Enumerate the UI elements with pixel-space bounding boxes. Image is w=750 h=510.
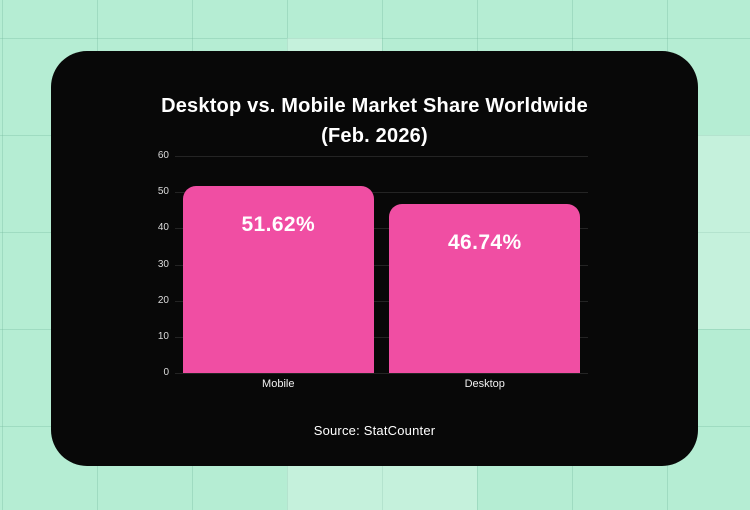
y-gridline bbox=[175, 156, 588, 157]
y-gridline bbox=[175, 373, 588, 374]
y-gridline bbox=[175, 228, 588, 230]
y-tick-label: 50 bbox=[157, 186, 169, 198]
y-gridline bbox=[175, 264, 588, 266]
bar-value-label: 46.74% bbox=[447, 230, 522, 254]
bar-chart: 0 10 20 30 40 50 60 51.62% Mobile 46.74% Desktop bbox=[51, 51, 698, 466]
y-tick-label: 0 bbox=[163, 367, 169, 378]
y-tick-label: 40 bbox=[157, 222, 169, 234]
bar-mobile: 51.62% bbox=[182, 186, 374, 373]
bar-desktop: 46.74% bbox=[389, 203, 581, 373]
x-tick-label: Desktop bbox=[464, 378, 505, 390]
bar-value-label: 51.62% bbox=[241, 213, 316, 237]
y-tick-label: 10 bbox=[157, 330, 169, 342]
chart-title-line1: Desktop vs. Mobile Market Share Worldwid… bbox=[161, 95, 588, 117]
y-gridline bbox=[175, 192, 588, 194]
y-gridline bbox=[175, 300, 588, 302]
chart-title: Desktop vs. Mobile Market Share Worldwid… bbox=[51, 91, 698, 151]
chart-title-line2: (Feb. 2026) bbox=[321, 125, 428, 147]
y-tick-label: 20 bbox=[157, 294, 169, 306]
y-tick-label: 30 bbox=[157, 258, 169, 270]
y-tick-label: 60 bbox=[157, 150, 169, 161]
source-caption: Source: StatCounter bbox=[313, 423, 436, 438]
x-tick-label: Mobile bbox=[262, 378, 295, 390]
y-gridline bbox=[175, 336, 588, 338]
chart-card: Desktop vs. Mobile Market Share Worldwid… bbox=[51, 51, 698, 466]
